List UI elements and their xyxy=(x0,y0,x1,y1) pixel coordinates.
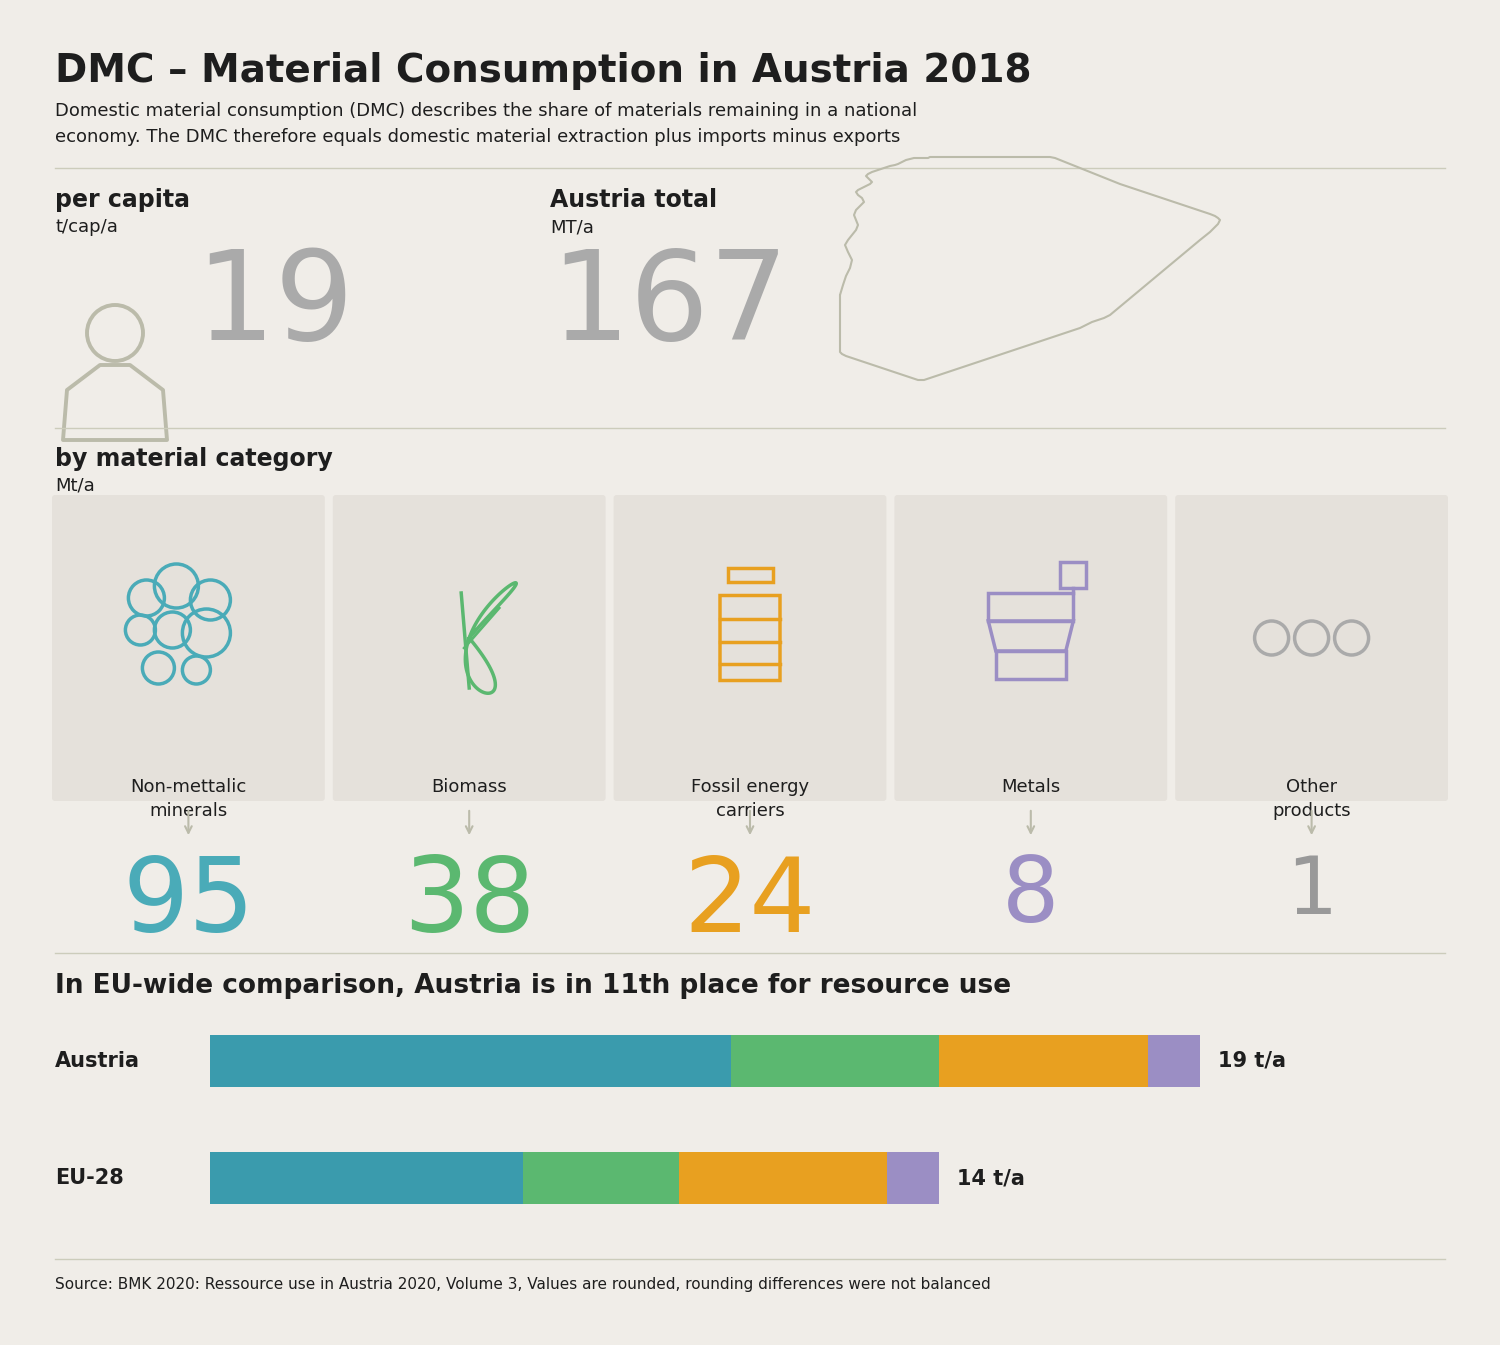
Text: Source: BMK 2020: Ressource use in Austria 2020, Volume 3, Values are rounded, r: Source: BMK 2020: Ressource use in Austr… xyxy=(56,1276,990,1293)
FancyBboxPatch shape xyxy=(894,495,1167,802)
Text: 167: 167 xyxy=(550,245,789,366)
Bar xyxy=(728,568,772,581)
Bar xyxy=(888,1153,939,1204)
Text: 95: 95 xyxy=(122,853,255,954)
Bar xyxy=(1148,1036,1200,1087)
Text: Biomass: Biomass xyxy=(432,777,507,796)
Text: Fossil energy
carriers: Fossil energy carriers xyxy=(692,777,808,819)
Text: Domestic material consumption (DMC) describes the share of materials remaining i: Domestic material consumption (DMC) desc… xyxy=(56,102,916,147)
Text: Austria total: Austria total xyxy=(550,188,717,213)
FancyBboxPatch shape xyxy=(1174,495,1448,802)
Text: 19 t/a: 19 t/a xyxy=(1218,1050,1286,1071)
Bar xyxy=(210,1153,522,1204)
Text: Metals: Metals xyxy=(1000,777,1060,796)
Text: 24: 24 xyxy=(684,853,816,954)
Text: t/cap/a: t/cap/a xyxy=(56,218,118,235)
Bar xyxy=(996,651,1066,679)
Text: In EU-wide comparison, Austria is in 11th place for resource use: In EU-wide comparison, Austria is in 11t… xyxy=(56,972,1011,999)
Text: 14 t/a: 14 t/a xyxy=(957,1167,1026,1188)
Text: DMC – Material Consumption in Austria 2018: DMC – Material Consumption in Austria 20… xyxy=(56,52,1032,90)
Bar xyxy=(939,1036,1148,1087)
Text: 8: 8 xyxy=(1002,853,1059,942)
Bar xyxy=(680,1153,888,1204)
Text: 38: 38 xyxy=(404,853,536,954)
Text: by material category: by material category xyxy=(56,447,333,471)
Text: 1: 1 xyxy=(1286,853,1336,931)
Bar xyxy=(522,1153,680,1204)
Text: Non-mettalic
minerals: Non-mettalic minerals xyxy=(130,777,246,819)
Bar xyxy=(730,1036,939,1087)
Text: Austria: Austria xyxy=(56,1050,140,1071)
Bar xyxy=(1060,562,1086,588)
FancyBboxPatch shape xyxy=(53,495,326,802)
Bar xyxy=(210,1036,730,1087)
FancyBboxPatch shape xyxy=(333,495,606,802)
FancyBboxPatch shape xyxy=(614,495,886,802)
Text: EU-28: EU-28 xyxy=(56,1167,123,1188)
Text: Mt/a: Mt/a xyxy=(56,476,94,494)
Text: MT/a: MT/a xyxy=(550,218,594,235)
Text: Other
products: Other products xyxy=(1272,777,1352,819)
Text: per capita: per capita xyxy=(56,188,190,213)
Bar xyxy=(988,593,1074,621)
Text: 19: 19 xyxy=(195,245,354,366)
